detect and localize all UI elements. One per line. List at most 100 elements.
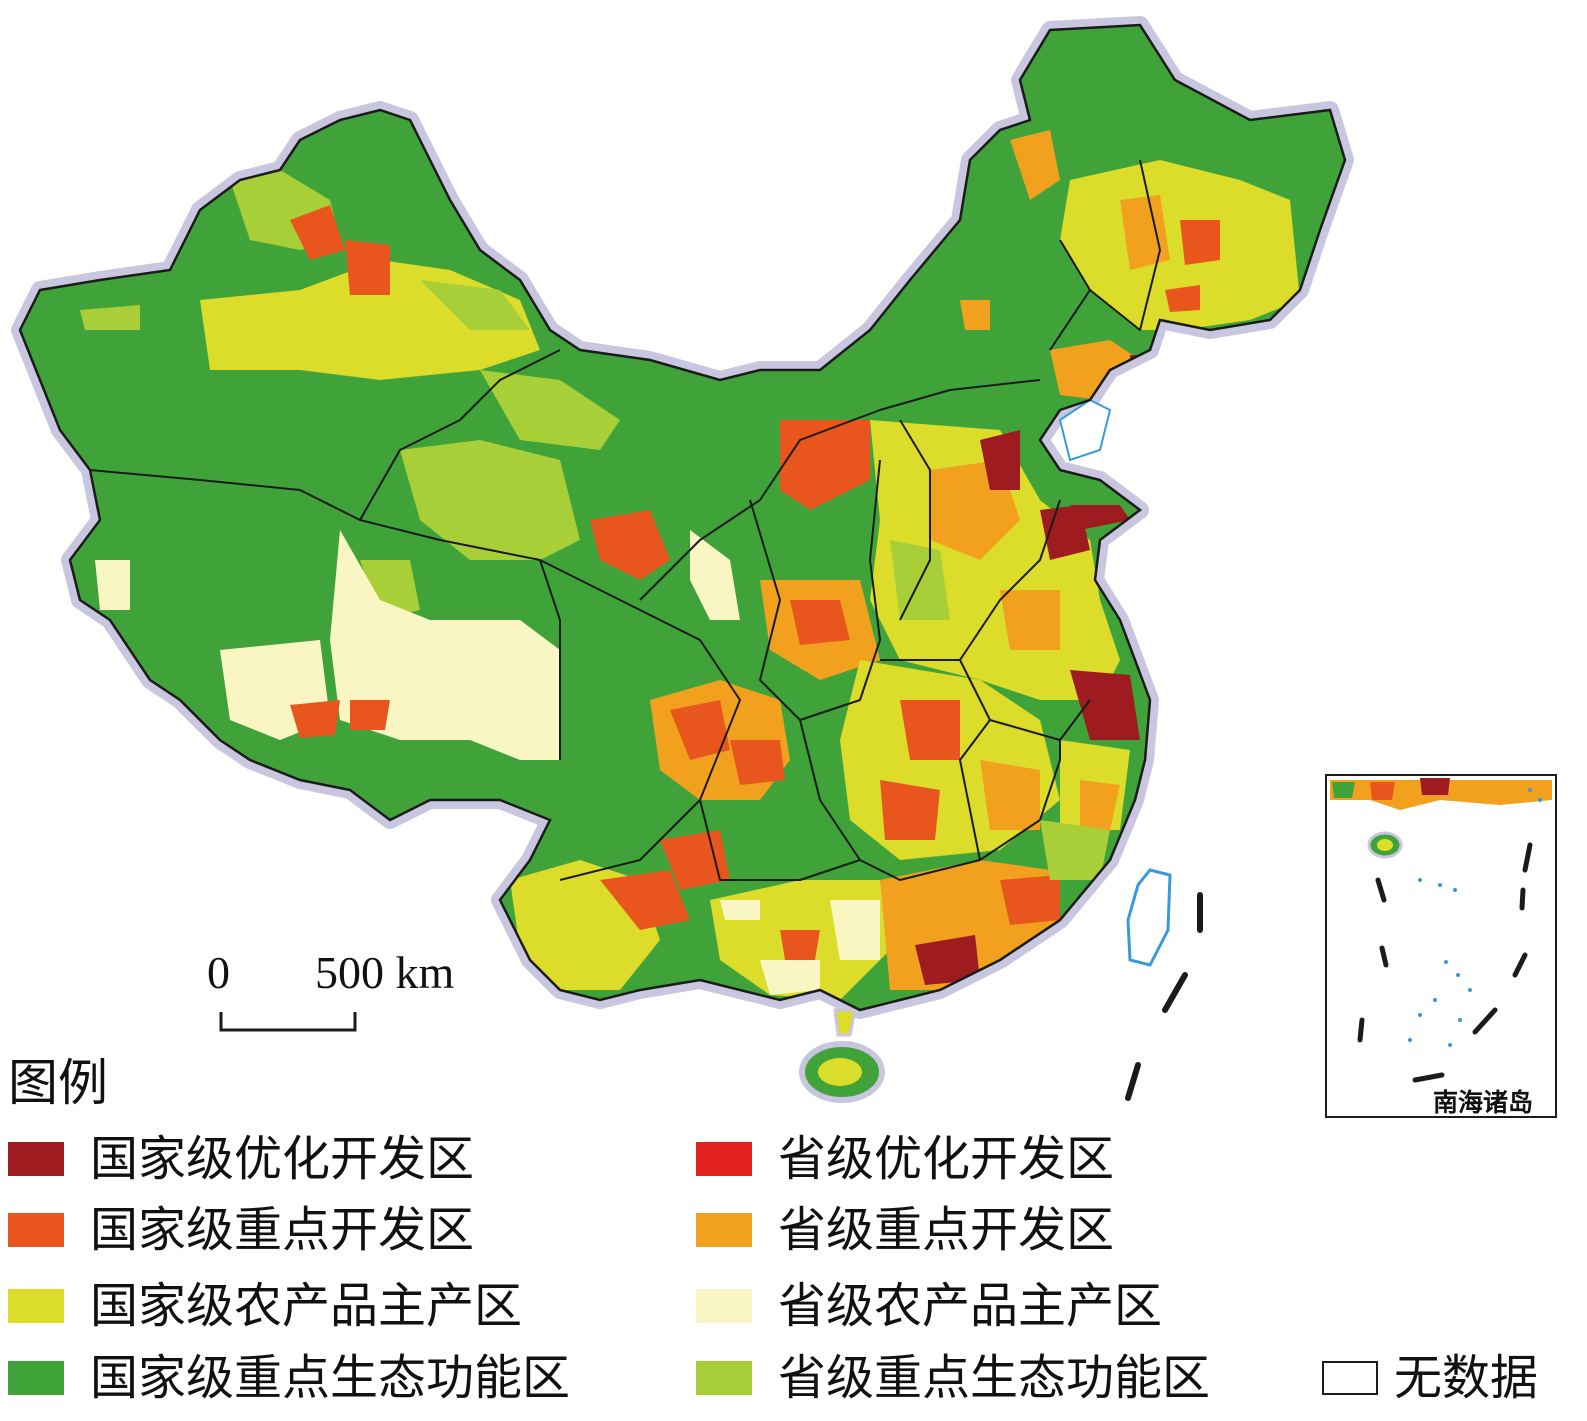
island <box>1448 1043 1452 1047</box>
province-boundary <box>799 719 1041 881</box>
zone-patch <box>1165 285 1200 312</box>
zone-patch <box>1040 820 1110 880</box>
province-boundary <box>749 459 881 721</box>
maritime-dash <box>1125 1062 1141 1101</box>
maritime-dash <box>1357 1017 1365 1043</box>
legend-title: 图例 <box>8 1054 108 1112</box>
zone-patches <box>80 130 1300 1000</box>
legend-item: 国家级重点开发区 <box>8 1202 474 1258</box>
island <box>1528 788 1532 792</box>
legend-item: 省级重点开发区 <box>696 1202 1114 1258</box>
inset-zone-patch <box>1332 782 1355 798</box>
island <box>1458 1018 1462 1022</box>
island <box>1408 1038 1412 1042</box>
legend-label: 无数据 <box>1394 1350 1539 1406</box>
province-boundary <box>639 379 1041 601</box>
scale-zero-label: 0 <box>207 947 230 998</box>
province-boundary <box>699 799 861 881</box>
zone-patch <box>720 900 760 920</box>
legend-swatch <box>1322 1361 1378 1395</box>
province-boundary <box>880 499 1061 661</box>
zone-patch <box>980 430 1020 490</box>
legend-label: 国家级重点生态功能区 <box>90 1350 571 1406</box>
legend-item: 省级农产品主产区 <box>696 1278 1162 1334</box>
scale-distance-label: 500 km <box>315 947 455 998</box>
legend-label: 国家级优化开发区 <box>90 1131 475 1187</box>
inset-frame <box>1325 774 1557 1118</box>
province-boundary <box>1049 239 1091 351</box>
province-boundary <box>539 559 741 881</box>
zone-patch <box>290 205 345 260</box>
island <box>1418 878 1422 882</box>
legend-swatch <box>696 1142 752 1176</box>
south-china-sea-inset <box>1325 774 1557 1118</box>
legend-swatch <box>8 1142 64 1176</box>
zone-patch <box>670 700 730 760</box>
island <box>1468 988 1472 992</box>
inset-label: 南海诸岛 <box>1433 1088 1534 1117</box>
zone-patch <box>400 440 580 560</box>
province-boundaries <box>89 159 1161 881</box>
zone-patch <box>960 300 990 330</box>
zone-patch <box>1050 340 1140 400</box>
maritime-dash <box>1162 972 1188 1013</box>
zone-patch <box>420 280 530 330</box>
zone-patch <box>790 600 850 645</box>
zone-patch <box>1070 670 1140 740</box>
maritime-dash <box>1375 877 1387 903</box>
inset-zone-patch <box>1370 782 1395 800</box>
zone-patch <box>1180 220 1220 265</box>
legend-item: 国家级农产品主产区 <box>8 1278 522 1334</box>
zone-patch <box>818 1058 862 1086</box>
island <box>1456 973 1460 977</box>
legend-label: 国家级农产品主产区 <box>90 1278 523 1334</box>
zone-patch <box>690 530 740 620</box>
zone-patch <box>590 510 670 580</box>
zone-patch <box>1000 590 1060 650</box>
island <box>1433 998 1437 1002</box>
legend-item: 国家级重点生态功能区 <box>8 1350 570 1406</box>
inset-zone-patch <box>1420 778 1450 795</box>
zone-patch <box>880 780 940 840</box>
leizhou-peninsula <box>833 1008 857 1037</box>
zone-patch <box>600 870 690 930</box>
zone-patch <box>900 700 960 760</box>
legend-item: 省级重点生态功能区 <box>696 1350 1210 1406</box>
taiwan-outline <box>1126 868 1172 967</box>
inset-islands <box>1408 788 1542 1047</box>
inset-zone-patch <box>1377 839 1393 851</box>
zone-patch <box>780 420 870 510</box>
province-boundary <box>89 349 561 521</box>
zone-patch <box>780 930 820 960</box>
island <box>1453 888 1457 892</box>
zone-patch <box>95 560 130 610</box>
scale-bar-line <box>219 1012 357 1032</box>
island <box>1538 798 1542 802</box>
zone-patch <box>1000 875 1060 925</box>
province-boundary <box>1089 159 1161 331</box>
legend-label: 省级农产品主产区 <box>778 1278 1163 1334</box>
legend-label: 省级重点生态功能区 <box>778 1350 1211 1406</box>
zone-patch <box>1070 505 1130 530</box>
bohai-gulf <box>1058 398 1112 462</box>
province-boundary <box>959 659 1091 741</box>
legend-label: 省级优化开发区 <box>778 1131 1115 1187</box>
province-boundary <box>959 719 991 861</box>
maritime-dash <box>1519 887 1526 911</box>
zone-patch <box>80 305 140 330</box>
legend-label: 国家级重点开发区 <box>90 1202 475 1258</box>
zone-patch <box>1120 195 1170 270</box>
inset-maritime-boundary <box>1357 842 1533 1083</box>
legend-item: 无数据 <box>1322 1350 1538 1406</box>
zone-patch <box>830 900 880 960</box>
legend-swatch <box>8 1289 64 1323</box>
zone-patch <box>730 740 785 785</box>
legend-swatch <box>8 1213 64 1247</box>
legend-item: 国家级优化开发区 <box>8 1131 474 1187</box>
legend-swatch <box>696 1289 752 1323</box>
legend-swatch <box>696 1361 752 1395</box>
maritime-dash <box>1472 1007 1498 1035</box>
zone-patch <box>345 240 390 295</box>
zone-patch <box>480 370 620 450</box>
